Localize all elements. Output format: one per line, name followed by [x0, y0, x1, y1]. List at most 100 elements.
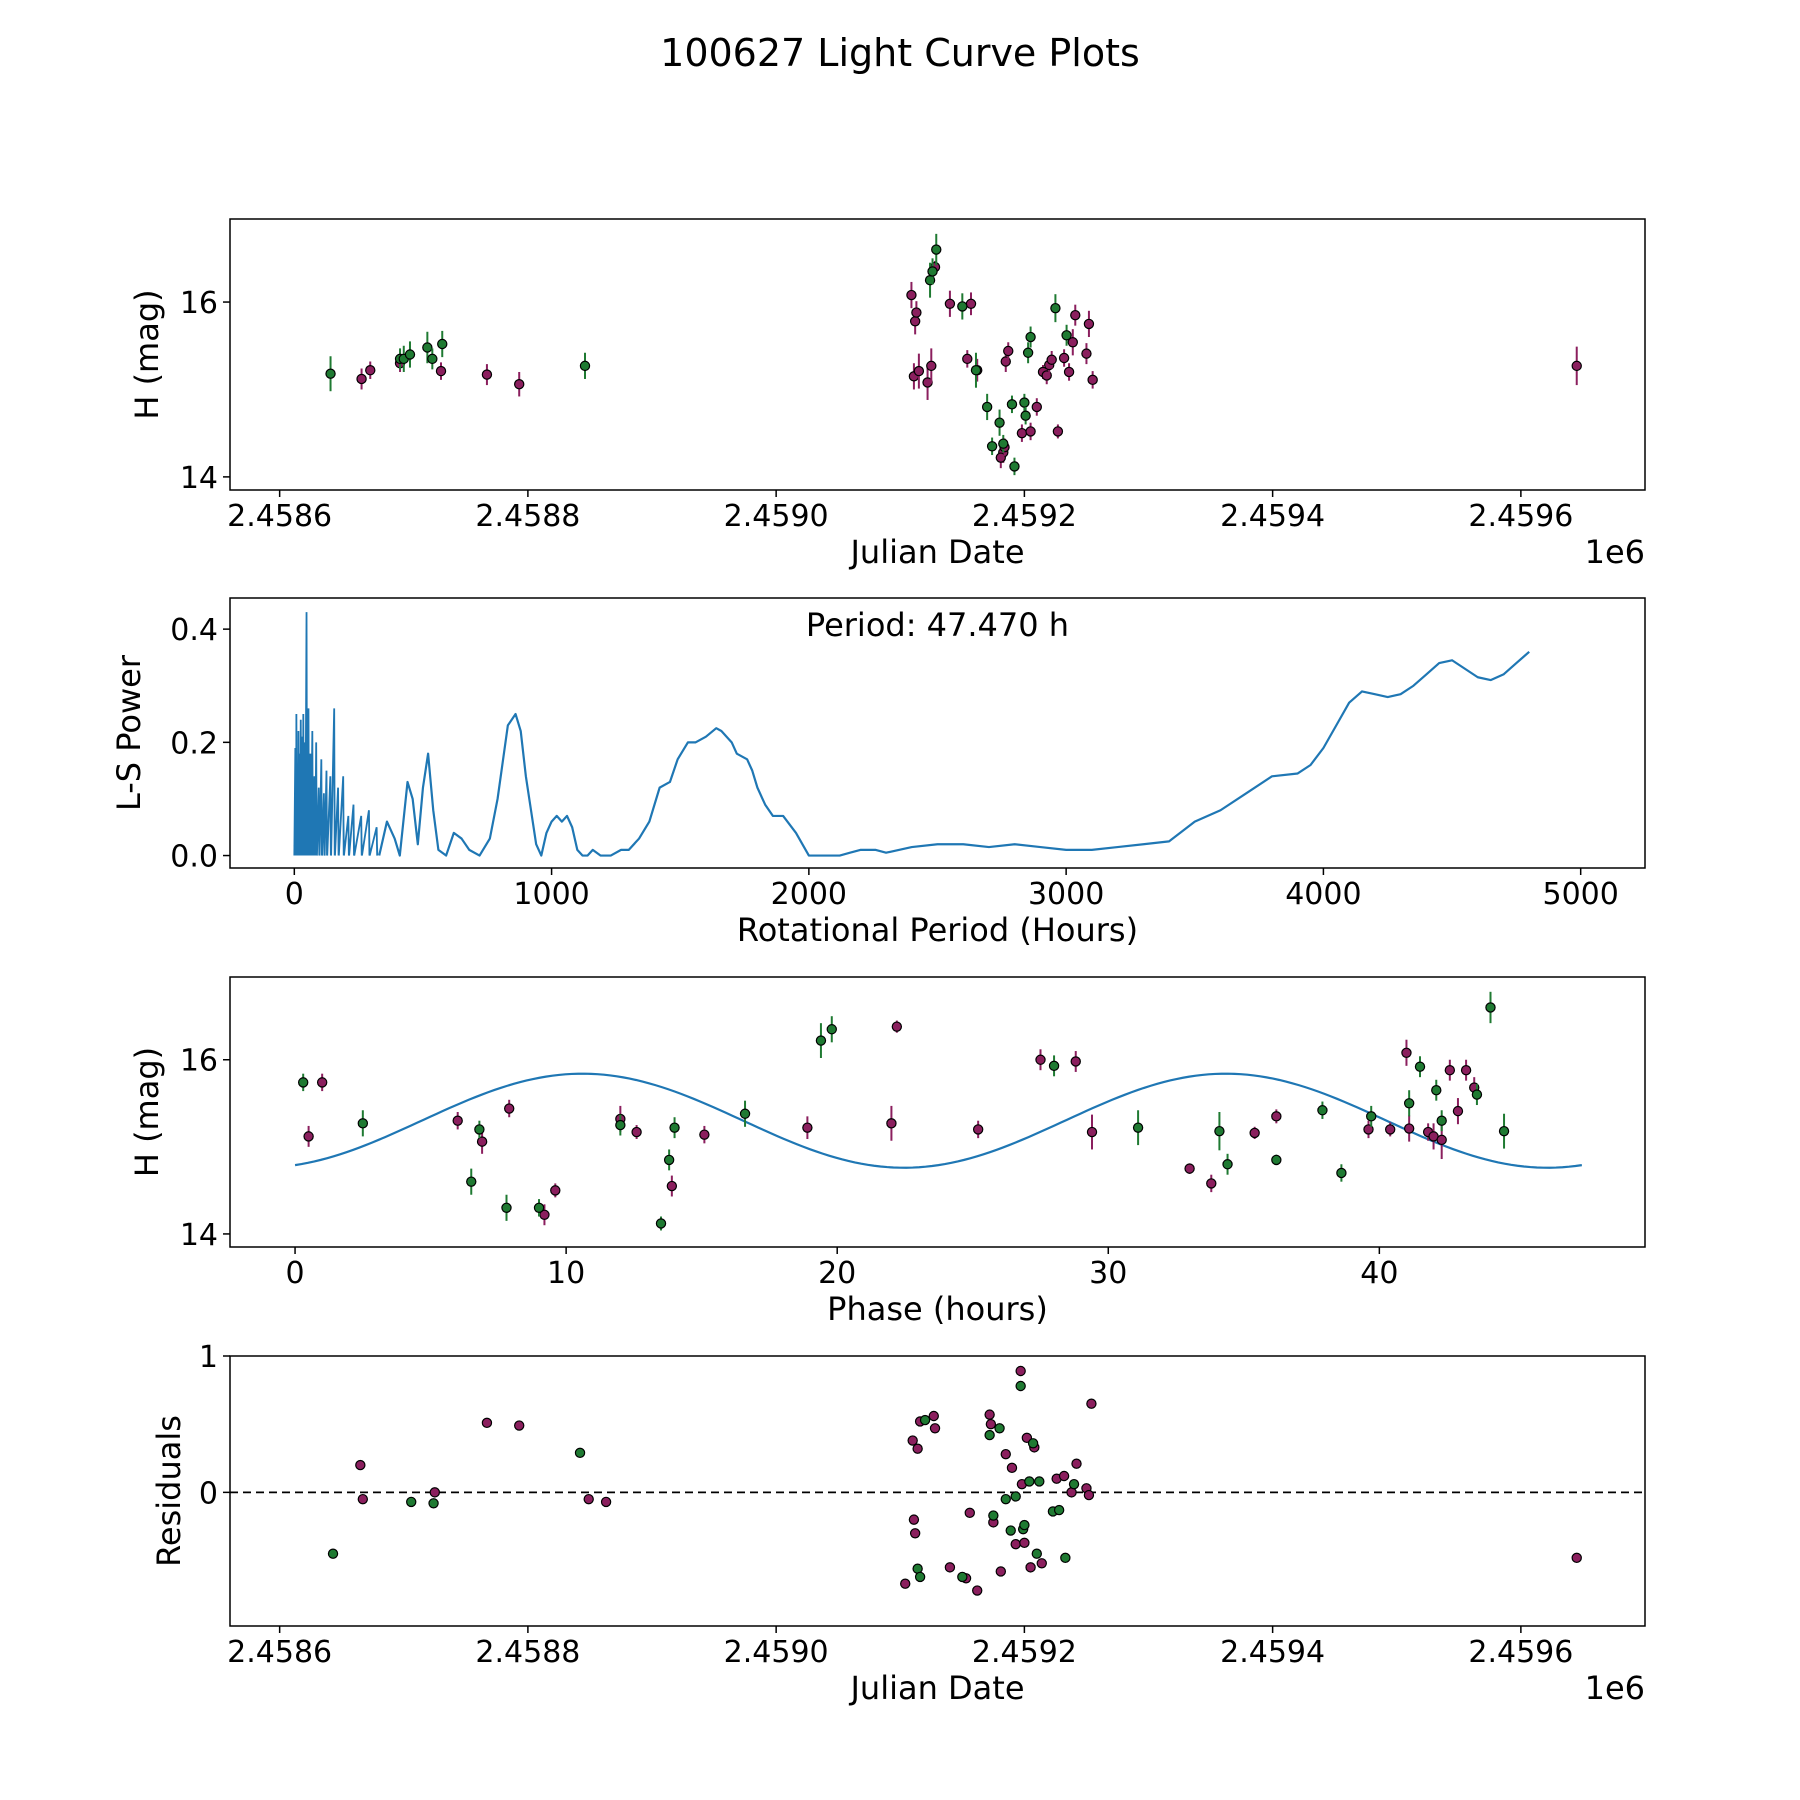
- y-tick-label: 0.2: [170, 726, 218, 761]
- purple-point: [972, 1585, 983, 1596]
- purple-point: [1452, 1105, 1464, 1117]
- y-tick-label: 0.0: [170, 840, 218, 875]
- purple-point: [912, 1443, 923, 1454]
- x-tick-label: 10: [547, 1256, 585, 1291]
- purple-point: [891, 1021, 903, 1032]
- purple-point: [1063, 366, 1075, 378]
- purple-point: [911, 307, 922, 318]
- green-point: [437, 338, 448, 350]
- purple-point: [1015, 1365, 1026, 1377]
- x-tick-label: 2000: [771, 877, 847, 912]
- x-tick-label: 2.4596: [1468, 499, 1573, 534]
- purple-point: [355, 1459, 366, 1471]
- purple-point: [1031, 401, 1042, 413]
- green-point: [1020, 410, 1031, 421]
- green-point: [1336, 1167, 1347, 1179]
- green-point: [1048, 1060, 1060, 1072]
- purple-point: [1010, 1538, 1021, 1550]
- purple-point: [802, 1122, 813, 1133]
- green-point: [501, 1202, 512, 1214]
- green-point: [1009, 461, 1020, 472]
- x-tick-label: 2.4586: [227, 1635, 332, 1670]
- green-point: [1034, 1476, 1045, 1487]
- x-tick-label: 0: [286, 1256, 305, 1291]
- purple-point: [1249, 1127, 1260, 1139]
- purple-point: [303, 1131, 314, 1142]
- axes-frame: [229, 597, 1646, 869]
- x-tick-label: 2.4588: [475, 499, 580, 534]
- green-point: [981, 401, 993, 413]
- y-tick-label: 16: [180, 286, 218, 321]
- purple-point: [1019, 1537, 1030, 1549]
- purple-point: [429, 1487, 441, 1498]
- x-tick-label: 30: [1089, 1256, 1127, 1291]
- lightcurve-panel: 2.4586 2.4588 2.4590 2.4592 2.4594 2.4596 14 16…: [128, 218, 1646, 571]
- periodogram-short-period-spikes: [293, 612, 379, 856]
- purple-point: [909, 1528, 921, 1539]
- purple-point: [550, 1185, 561, 1196]
- purple-point: [900, 1578, 911, 1589]
- green-point: [357, 1118, 369, 1129]
- purple-point: [1071, 1458, 1082, 1469]
- green-point: [1006, 399, 1018, 410]
- x-axis-label: Julian Date: [848, 1669, 1024, 1707]
- green-point: [325, 368, 336, 379]
- purple-point: [972, 1124, 984, 1135]
- y-axis-label: H (mag): [128, 289, 166, 419]
- green-point: [1031, 1548, 1042, 1559]
- x-tick-label: 2.4588: [475, 1635, 580, 1670]
- figure-title: 100627 Light Curve Plots: [660, 31, 1140, 75]
- green-point: [970, 365, 982, 376]
- purple-point: [1184, 1163, 1195, 1174]
- x-tick-label: 40: [1360, 1256, 1398, 1291]
- green-point: [1431, 1085, 1442, 1096]
- purple-point: [1436, 1134, 1447, 1146]
- purple-point: [1571, 360, 1582, 372]
- purple-point: [1086, 1398, 1097, 1409]
- green-point: [1068, 1478, 1080, 1490]
- green-point: [984, 1429, 995, 1441]
- purple-point: [1003, 345, 1014, 357]
- green-point: [327, 1548, 339, 1559]
- purple-point: [1006, 1462, 1018, 1474]
- green-point: [1019, 1519, 1030, 1531]
- green-point: [986, 441, 998, 452]
- green-point: [574, 1447, 586, 1459]
- green-point: [1214, 1125, 1225, 1137]
- purple-point: [1271, 1111, 1282, 1122]
- plot-data: [294, 991, 1582, 1231]
- x-tick-label: 4000: [1285, 877, 1361, 912]
- purple-point: [600, 1496, 612, 1508]
- green-point: [931, 244, 942, 255]
- y-tick-label: 1: [199, 1340, 218, 1375]
- purple-point: [985, 1418, 997, 1430]
- x-tick-label: 0: [285, 877, 304, 912]
- green-point: [919, 1414, 931, 1426]
- x-tick-label: 1000: [513, 877, 589, 912]
- x-tick-label: 3000: [1028, 877, 1104, 912]
- y-tick-label: 14: [180, 461, 218, 496]
- green-point: [739, 1108, 751, 1119]
- purple-point: [965, 298, 977, 309]
- green-point: [1471, 1089, 1483, 1100]
- purple-point: [1401, 1047, 1412, 1058]
- purple-point: [514, 379, 525, 390]
- purple-point: [1087, 374, 1098, 386]
- y-tick-label: 0.4: [170, 613, 218, 648]
- purple-point: [909, 316, 921, 327]
- purple-point: [1083, 1489, 1095, 1501]
- green-point: [914, 1571, 926, 1583]
- x-axis-label: Phase (hours): [827, 1290, 1048, 1328]
- purple-point: [964, 1507, 975, 1519]
- green-point: [615, 1119, 626, 1131]
- purple-point: [356, 373, 367, 385]
- purple-point: [908, 1514, 920, 1525]
- phase-panel: 0 10 20 30 40 14 16 Phase (hours) H (mag): [128, 976, 1646, 1328]
- green-point: [1027, 1438, 1039, 1449]
- x-axis-label: Rotational Period (Hours): [737, 911, 1138, 949]
- green-point: [1132, 1122, 1144, 1133]
- green-point: [1366, 1111, 1377, 1122]
- purple-point: [995, 1566, 1007, 1577]
- purple-point: [504, 1103, 515, 1114]
- purple-point: [481, 369, 493, 380]
